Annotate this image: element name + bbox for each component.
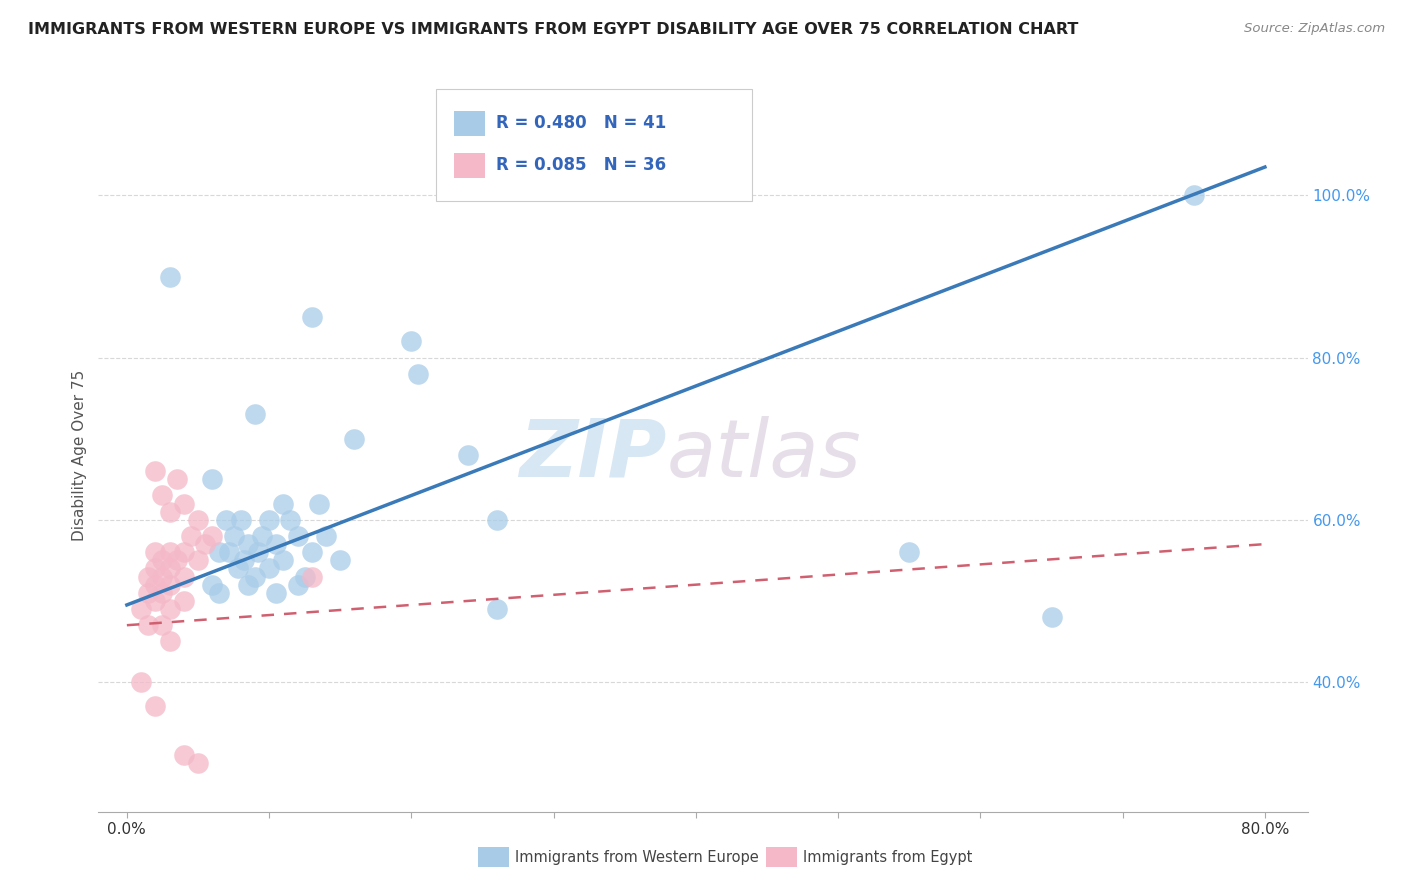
Point bbox=[236, 537, 259, 551]
Point bbox=[294, 569, 316, 583]
Point bbox=[159, 634, 181, 648]
Point bbox=[143, 561, 166, 575]
Point bbox=[201, 577, 224, 591]
Point bbox=[159, 602, 181, 616]
Point bbox=[159, 577, 181, 591]
Point bbox=[187, 553, 209, 567]
Point bbox=[457, 448, 479, 462]
Point bbox=[264, 586, 287, 600]
Point bbox=[173, 594, 195, 608]
Point bbox=[287, 529, 309, 543]
Point bbox=[250, 529, 273, 543]
Text: ZIP: ZIP bbox=[519, 416, 666, 494]
Text: R = 0.480   N = 41: R = 0.480 N = 41 bbox=[496, 114, 666, 132]
Point bbox=[264, 537, 287, 551]
Point bbox=[159, 269, 181, 284]
Text: Source: ZipAtlas.com: Source: ZipAtlas.com bbox=[1244, 22, 1385, 36]
Point bbox=[187, 756, 209, 770]
Point bbox=[173, 497, 195, 511]
Point bbox=[485, 602, 508, 616]
Point bbox=[143, 577, 166, 591]
Point bbox=[246, 545, 269, 559]
Point bbox=[408, 367, 430, 381]
Point bbox=[180, 529, 202, 543]
Point bbox=[166, 472, 188, 486]
Point bbox=[129, 675, 152, 690]
Point bbox=[194, 537, 217, 551]
Point bbox=[257, 513, 280, 527]
Point bbox=[173, 545, 195, 559]
Point bbox=[136, 618, 159, 632]
Point bbox=[1040, 610, 1063, 624]
Point bbox=[232, 553, 254, 567]
Point bbox=[187, 513, 209, 527]
Point bbox=[143, 594, 166, 608]
Point bbox=[1182, 188, 1205, 202]
Point bbox=[229, 513, 252, 527]
Point bbox=[143, 699, 166, 714]
Point bbox=[222, 529, 245, 543]
Point bbox=[201, 472, 224, 486]
Point bbox=[166, 553, 188, 567]
Point bbox=[152, 488, 174, 502]
Point bbox=[159, 561, 181, 575]
Point bbox=[280, 513, 302, 527]
Text: Immigrants from Egypt: Immigrants from Egypt bbox=[803, 850, 972, 864]
Point bbox=[301, 310, 323, 324]
Point bbox=[215, 513, 238, 527]
Point bbox=[201, 529, 224, 543]
Point bbox=[152, 553, 174, 567]
Point bbox=[236, 577, 259, 591]
Point bbox=[287, 577, 309, 591]
Point bbox=[208, 545, 231, 559]
Point bbox=[257, 561, 280, 575]
Point bbox=[301, 545, 323, 559]
Point bbox=[208, 586, 231, 600]
Point bbox=[152, 618, 174, 632]
Point bbox=[315, 529, 337, 543]
Text: IMMIGRANTS FROM WESTERN EUROPE VS IMMIGRANTS FROM EGYPT DISABILITY AGE OVER 75 C: IMMIGRANTS FROM WESTERN EUROPE VS IMMIGR… bbox=[28, 22, 1078, 37]
Point bbox=[173, 747, 195, 762]
Point bbox=[136, 586, 159, 600]
Text: R = 0.085   N = 36: R = 0.085 N = 36 bbox=[496, 156, 666, 174]
Point bbox=[159, 545, 181, 559]
Point bbox=[485, 513, 508, 527]
Text: atlas: atlas bbox=[666, 416, 862, 494]
Point bbox=[243, 569, 266, 583]
Point bbox=[173, 569, 195, 583]
Point bbox=[143, 464, 166, 478]
Point bbox=[301, 569, 323, 583]
Point bbox=[159, 505, 181, 519]
Text: Immigrants from Western Europe: Immigrants from Western Europe bbox=[515, 850, 758, 864]
Point bbox=[273, 553, 295, 567]
Point bbox=[308, 497, 330, 511]
Point bbox=[401, 334, 423, 349]
Point bbox=[329, 553, 352, 567]
Point bbox=[343, 432, 366, 446]
Point bbox=[136, 569, 159, 583]
Y-axis label: Disability Age Over 75: Disability Age Over 75 bbox=[72, 369, 87, 541]
Point bbox=[152, 586, 174, 600]
Point bbox=[243, 408, 266, 422]
Point bbox=[129, 602, 152, 616]
Point bbox=[152, 569, 174, 583]
Point bbox=[898, 545, 921, 559]
Point bbox=[218, 545, 240, 559]
Point bbox=[273, 497, 295, 511]
Point bbox=[143, 545, 166, 559]
Point bbox=[226, 561, 249, 575]
